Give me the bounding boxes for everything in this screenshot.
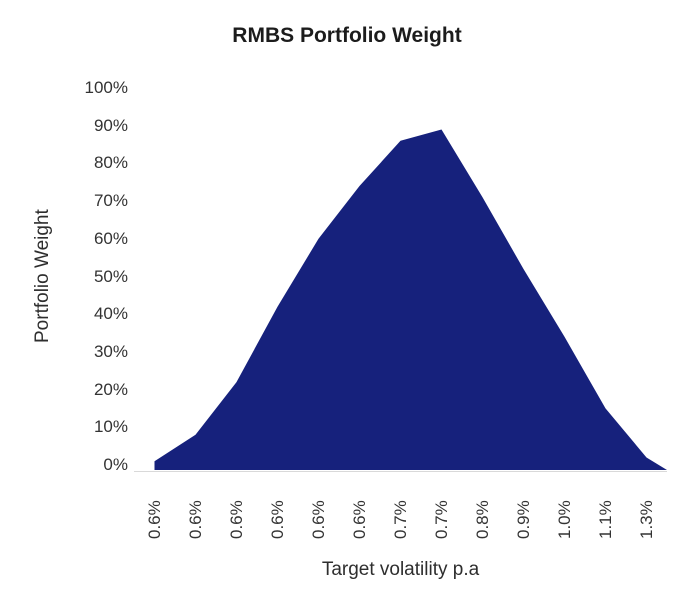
- x-axis-title: Target volatility p.a: [321, 559, 480, 580]
- y-tick-label: 60%: [93, 228, 128, 248]
- x-tick-label: 1.1%: [595, 500, 615, 539]
- x-tick-label: 0.6%: [267, 500, 287, 539]
- y-tick-label: 0%: [103, 455, 128, 474]
- y-tick-label: 20%: [93, 379, 128, 399]
- plot-area: [154, 129, 667, 470]
- y-tick-label: 30%: [93, 341, 128, 361]
- y-tick-label: 90%: [93, 115, 128, 135]
- y-tick-label: 50%: [93, 266, 128, 286]
- x-tick-label: 1.0%: [554, 500, 574, 539]
- x-axis-line: [134, 471, 667, 472]
- y-tick-label: 80%: [93, 153, 128, 173]
- y-tick-label: 10%: [93, 417, 128, 437]
- x-tick-label: 1.3%: [636, 500, 656, 539]
- y-tick-label: 100%: [84, 78, 128, 97]
- x-tick-label: 0.6%: [308, 500, 328, 539]
- y-tick-label: 40%: [93, 304, 128, 324]
- x-tick-label: 0.6%: [226, 500, 246, 539]
- x-tick-label: 0.8%: [472, 500, 492, 539]
- x-tick-label: 0.6%: [185, 500, 205, 539]
- x-tick-label: 0.6%: [349, 500, 369, 539]
- x-tick-label: 0.7%: [431, 500, 451, 539]
- chart-title: RMBS Portfolio Weight: [232, 24, 462, 47]
- x-tick-label: 0.6%: [144, 500, 164, 539]
- x-tick-label: 0.9%: [513, 500, 533, 539]
- area-series: [154, 129, 667, 470]
- x-tick-label: 0.7%: [390, 500, 410, 539]
- y-tick-label: 70%: [93, 191, 128, 211]
